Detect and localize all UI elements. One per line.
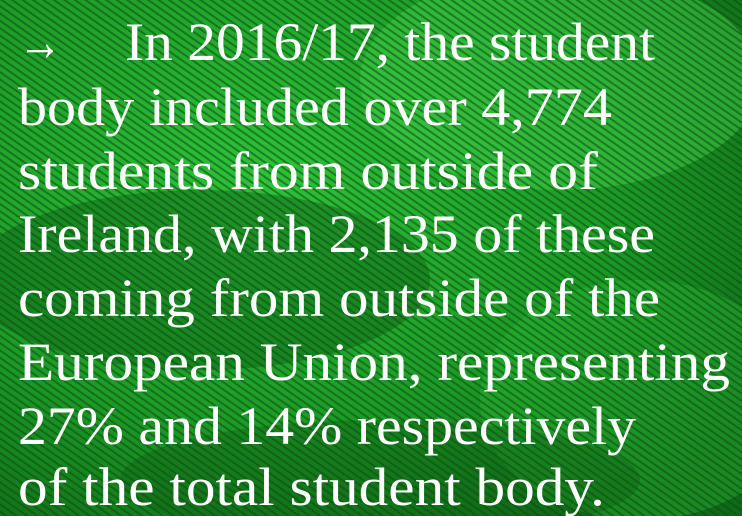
text-line: of the total student body.	[18, 457, 605, 516]
arrow: →	[18, 12, 62, 72]
text-line: Ireland, with 2,135 of these	[18, 204, 655, 264]
text-line: 27% and 14% respectively	[18, 396, 636, 456]
text-line: coming from outside of the	[18, 268, 660, 328]
text-line: In 2016/17, the student	[125, 12, 655, 72]
text-line: European Union, representing	[18, 332, 730, 392]
text-line: body included over 4,774	[18, 77, 612, 137]
text-line: students from outside of	[18, 141, 598, 201]
